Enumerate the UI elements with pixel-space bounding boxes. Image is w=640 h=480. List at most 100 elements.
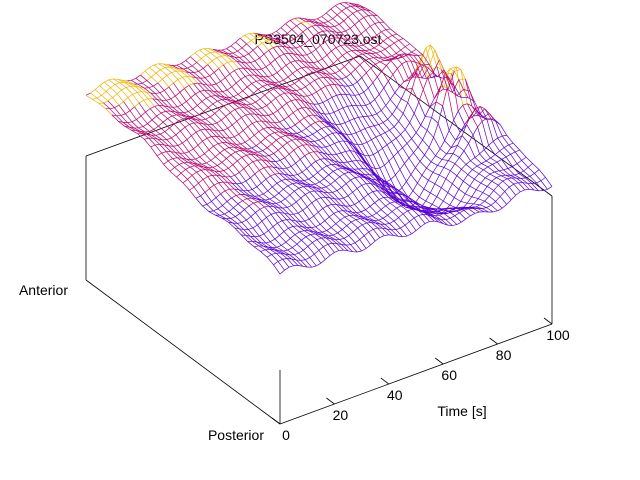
mesh-line <box>274 249 281 254</box>
mesh-line <box>307 133 313 137</box>
mesh-line <box>259 94 265 100</box>
mesh-line <box>221 55 229 63</box>
mesh-line <box>175 95 183 105</box>
mesh-line <box>240 234 248 242</box>
mesh-line <box>107 97 113 102</box>
mesh-line <box>342 105 348 109</box>
mesh-line <box>325 255 331 260</box>
mesh-line <box>318 151 323 154</box>
mesh-line <box>437 69 445 77</box>
mesh-line <box>134 102 140 108</box>
mesh-line <box>480 182 488 187</box>
mesh-line <box>153 125 159 130</box>
mesh-line <box>347 16 356 25</box>
mesh-line <box>468 134 474 144</box>
mesh-line <box>387 184 395 189</box>
mesh-line <box>386 65 394 75</box>
mesh-line <box>320 25 328 32</box>
mesh-line <box>313 35 321 46</box>
mesh-line <box>223 170 231 178</box>
mesh-line <box>317 211 326 222</box>
mesh-line <box>294 124 302 132</box>
mesh-line <box>250 154 258 161</box>
mesh-line <box>392 33 397 36</box>
mesh-line <box>379 167 387 183</box>
mesh-line <box>211 136 219 144</box>
mesh-line <box>154 106 162 114</box>
mesh-line <box>303 230 311 235</box>
mesh-line <box>401 181 407 188</box>
mesh-line <box>374 237 380 242</box>
mesh-line <box>218 130 224 132</box>
mesh-line <box>371 178 379 185</box>
mesh-line <box>406 61 414 78</box>
mesh-line <box>376 190 384 198</box>
mesh-line <box>195 198 203 207</box>
mesh-line <box>339 140 344 142</box>
mesh-line <box>242 200 250 207</box>
mesh-line <box>267 246 275 251</box>
mesh-line <box>329 26 337 33</box>
mesh-line <box>320 112 325 115</box>
mesh-line <box>339 3 347 9</box>
mesh-line <box>542 189 548 192</box>
mesh-line <box>391 55 399 59</box>
mesh-line <box>250 212 256 217</box>
mesh-line <box>357 53 363 56</box>
mesh-line <box>467 169 473 175</box>
mesh-line <box>202 64 208 69</box>
mesh-line <box>193 182 199 188</box>
mesh-line <box>431 117 439 124</box>
mesh-line <box>310 183 316 186</box>
mesh-line <box>354 148 363 158</box>
mesh-line <box>270 122 278 129</box>
mesh-line <box>354 201 360 205</box>
mesh-line <box>245 235 253 242</box>
mesh-line <box>279 157 285 161</box>
mesh-line <box>367 115 373 117</box>
mesh-line <box>390 174 396 180</box>
mesh-line <box>248 202 254 207</box>
mesh-line <box>403 38 410 45</box>
mesh-line <box>273 38 281 43</box>
mesh-line <box>271 30 277 35</box>
mesh-line <box>359 17 365 21</box>
mesh-line <box>475 182 482 190</box>
mesh-line <box>368 229 374 233</box>
mesh-line <box>241 180 246 184</box>
mesh-line <box>391 141 399 153</box>
mesh-line <box>415 161 421 168</box>
mesh-line <box>303 178 309 182</box>
mesh-line <box>296 69 304 77</box>
mesh-line <box>464 78 473 107</box>
mesh-line <box>277 46 285 55</box>
mesh-line <box>215 156 223 163</box>
mesh-line <box>246 198 254 204</box>
mesh-line <box>316 71 324 78</box>
mesh-line <box>364 126 370 129</box>
mesh-line <box>125 110 131 115</box>
mesh-line <box>310 161 316 165</box>
mesh-line <box>239 213 247 221</box>
mesh-line <box>252 189 259 197</box>
mesh-line <box>353 171 360 178</box>
mesh-line <box>472 126 478 136</box>
mesh-line <box>426 77 432 79</box>
mesh-line <box>103 100 109 104</box>
mesh-line <box>314 68 322 74</box>
mesh-line <box>205 169 213 176</box>
mesh-line <box>314 21 322 26</box>
mesh-line <box>202 205 210 212</box>
mesh-line <box>350 179 358 189</box>
mesh-line <box>319 178 325 183</box>
mesh-line <box>439 59 447 77</box>
mesh-line <box>345 94 351 96</box>
mesh-line <box>252 224 258 229</box>
mesh-line <box>311 94 319 105</box>
mesh-line <box>279 119 285 123</box>
mesh-line <box>338 84 346 95</box>
mesh-line <box>310 122 316 126</box>
mesh-line <box>196 119 204 125</box>
mesh-line <box>426 117 432 131</box>
mesh-line <box>314 122 322 129</box>
